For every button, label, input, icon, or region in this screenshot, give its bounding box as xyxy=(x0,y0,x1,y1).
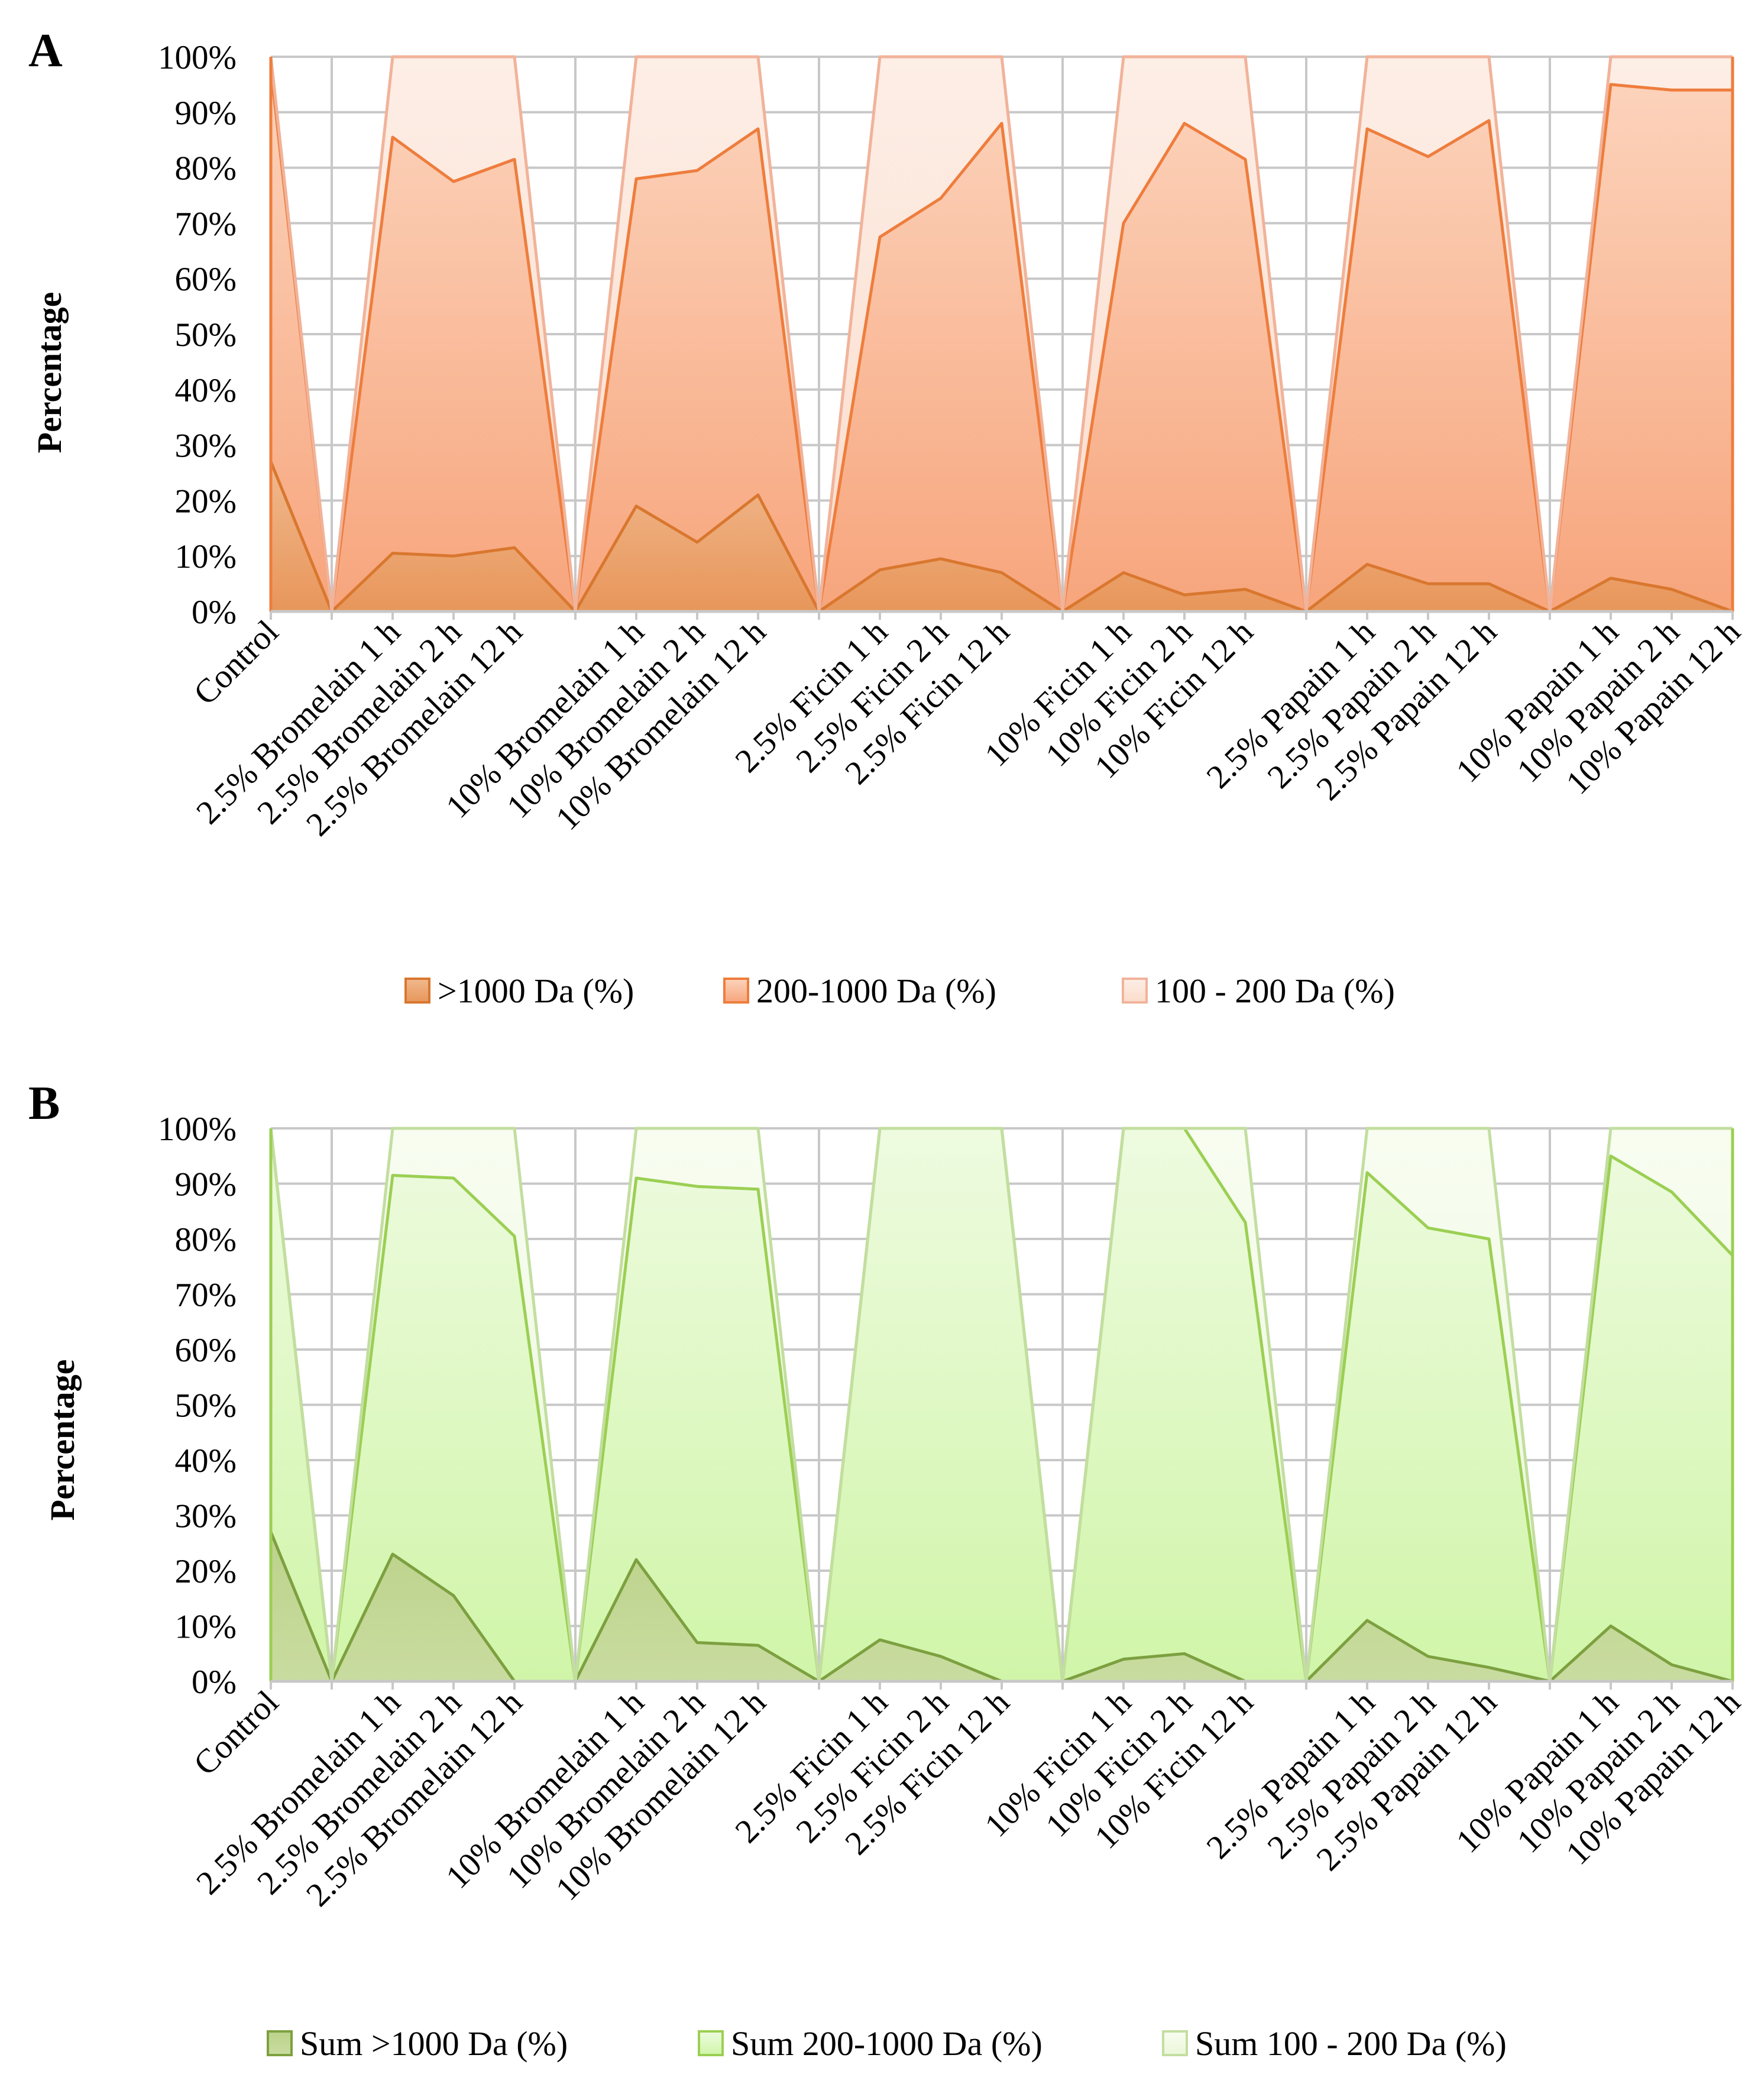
legend-label: Sum 100 - 200 Da (%) xyxy=(1195,2024,1507,2063)
y-axis-label-b: Percentage xyxy=(43,1360,82,1521)
legend-a: >1000 Da (%) 200-1000 Da (%) 100 - 200 Da … xyxy=(404,972,1395,1010)
area--1000-da- xyxy=(271,461,1733,611)
y-tick-label: 70% xyxy=(175,1277,237,1314)
legend-item: 200-1000 Da (%) xyxy=(723,972,996,1010)
legend-item: >1000 Da (%) xyxy=(404,972,634,1010)
x-axis-a xyxy=(270,610,1734,620)
y-axis-b: 0% 10% 20% 30% 40% 50% 60% 70% 80% 90% 100% xyxy=(158,1111,237,1701)
panel-label-b: B xyxy=(28,1077,60,1130)
y-tick-label: 60% xyxy=(175,1332,237,1369)
y-axis-label-a: Percentage xyxy=(30,292,69,454)
legend-swatch xyxy=(698,2030,724,2056)
y-tick-label: 30% xyxy=(175,428,237,465)
legend-item: 100 - 200 Da (%) xyxy=(1122,972,1395,1010)
y-tick-label: 80% xyxy=(175,150,237,187)
legend-item: Sum >1000 Da (%) xyxy=(267,2024,568,2063)
y-tick-label: 20% xyxy=(175,483,237,520)
y-tick-label: 10% xyxy=(175,1609,237,1646)
y-axis-a: 0% 10% 20% 30% 40% 50% 60% 70% 80% 90% 100% xyxy=(158,39,237,631)
y-tick-label: 100% xyxy=(158,1111,237,1148)
legend-swatch xyxy=(404,978,430,1004)
legend-label: 100 - 200 Da (%) xyxy=(1155,972,1395,1010)
y-tick-label: 20% xyxy=(175,1553,237,1590)
area-sum-200-1000-da- xyxy=(271,1128,1733,1681)
legend-item: Sum 200-1000 Da (%) xyxy=(698,2024,1043,2063)
y-tick-label: 80% xyxy=(175,1221,237,1258)
legend-label: Sum 200-1000 Da (%) xyxy=(731,2024,1043,2063)
legend-swatch xyxy=(1122,978,1148,1004)
x-axis-b xyxy=(270,1680,1734,1690)
line-200-1000-da- xyxy=(269,67,1733,613)
y-tick-label: 40% xyxy=(175,372,237,409)
chart-b: B Percentage 0% 10% 20% 30% 40% 50% 60% 70% 80% 9… xyxy=(28,1077,1747,2063)
line-sum-100-200-da- xyxy=(269,1127,1733,1683)
y-tick-label: 0% xyxy=(192,1664,237,1701)
y-tick-label: 90% xyxy=(175,95,237,132)
y-tick-label: 100% xyxy=(158,39,237,76)
area-sum-1000-da- xyxy=(271,1532,1733,1681)
area-200-1000-da- xyxy=(271,67,1733,612)
area-100-200-da- xyxy=(271,57,1733,611)
y-tick-label: 70% xyxy=(175,205,237,242)
y-tick-label: 40% xyxy=(175,1442,237,1480)
y-tick-label: 30% xyxy=(175,1498,237,1535)
legend-label: 200-1000 Da (%) xyxy=(756,972,996,1010)
legend-label: >1000 Da (%) xyxy=(438,972,634,1010)
y-tick-label: 10% xyxy=(175,538,237,575)
legend-swatch xyxy=(723,978,749,1004)
legend-swatch xyxy=(1162,2030,1188,2056)
chart-a: A Percentage 0% 10% 20% 30% 40% 50% 60% 70% 80% 9… xyxy=(28,25,1747,1010)
line--1000-da- xyxy=(269,461,1733,613)
y-tick-label: 60% xyxy=(175,261,237,298)
legend-item: Sum 100 - 200 Da (%) xyxy=(1162,2024,1507,2063)
y-tick-label: 90% xyxy=(175,1166,237,1203)
panel-label-a: A xyxy=(28,25,63,77)
areas-a xyxy=(269,55,1734,613)
legend-swatch xyxy=(267,2030,293,2056)
line-100-200-da- xyxy=(269,55,1733,613)
y-tick-label: 50% xyxy=(175,1387,237,1425)
y-tick-label: 50% xyxy=(175,316,237,354)
y-tick-label: 0% xyxy=(192,594,237,631)
legend-label: Sum >1000 Da (%) xyxy=(300,2024,568,2063)
areas-b xyxy=(269,1127,1734,1683)
legend-b: Sum >1000 Da (%) Sum 200-1000 Da (%) Sum 1… xyxy=(267,2024,1507,2063)
